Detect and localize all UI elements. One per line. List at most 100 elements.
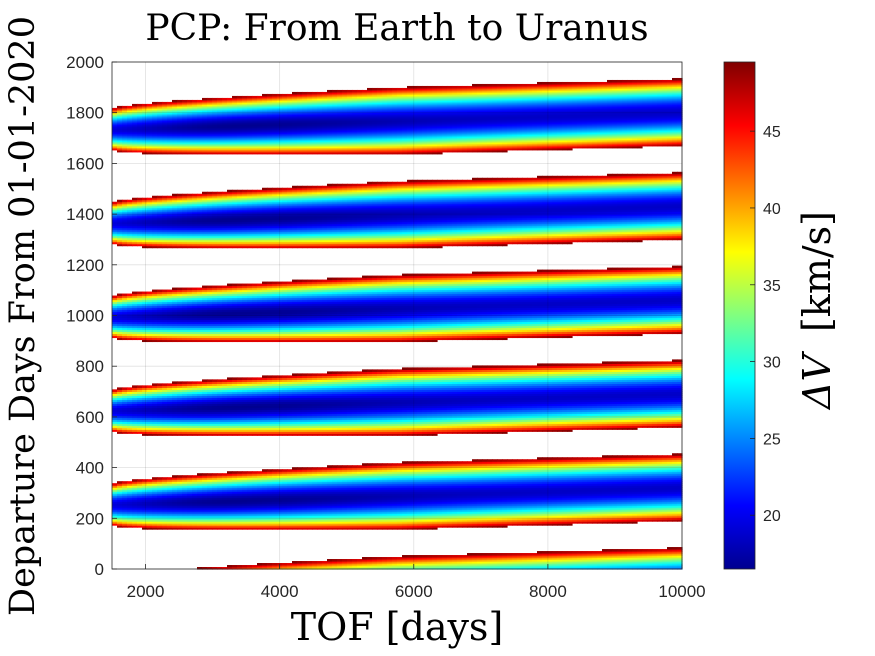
heatmap-cell (172, 288, 178, 291)
heatmap-cell (122, 106, 128, 109)
heatmap-cell (157, 477, 163, 480)
heatmap-cell (197, 288, 203, 291)
heatmap-cell (132, 104, 138, 107)
heatmap-cell (182, 100, 188, 103)
heatmap-cell (147, 385, 153, 388)
heatmap-cell (217, 192, 223, 195)
heatmap-cell (252, 190, 258, 193)
heatmap-cell (167, 102, 173, 105)
heatmap-cell (142, 198, 148, 201)
heatmap-cell (207, 98, 213, 101)
heatmap-cell (177, 381, 183, 384)
heatmap-cell (237, 284, 243, 287)
heatmap-cell (182, 381, 188, 384)
heatmap-cell (247, 565, 253, 568)
heatmap-cell (232, 96, 238, 99)
heatmap-cell (247, 96, 253, 99)
heatmap-cell (212, 473, 218, 476)
heatmap-cell (137, 198, 143, 201)
heatmap-cell (227, 190, 233, 193)
heatmap-cell (287, 282, 293, 285)
heatmap-cell (197, 100, 203, 103)
heatmap-cell (132, 385, 138, 388)
heatmap-cell (267, 563, 273, 566)
heatmap-cell (157, 102, 163, 105)
heatmap-cell (147, 479, 153, 482)
heatmap-cell (192, 100, 198, 103)
heatmap-cell (242, 471, 248, 474)
heatmap-cell (187, 381, 193, 384)
heatmap-cell (142, 385, 148, 388)
heatmap-cell (127, 106, 133, 109)
heatmap-cell (182, 475, 188, 478)
heatmap-cell (127, 481, 133, 484)
heatmap-cell (182, 194, 188, 197)
heatmap-cell (202, 473, 208, 476)
heatmap-cell (217, 286, 223, 289)
heatmap-cell (187, 475, 193, 478)
heatmap-cell (157, 290, 163, 293)
heatmap-cell (112, 108, 118, 111)
heatmap-cell (217, 473, 223, 476)
heatmap-cell (202, 286, 208, 289)
heatmap-cell (177, 194, 183, 197)
heatmap-cell (147, 292, 153, 295)
heatmap-cell (197, 473, 203, 476)
heatmap-cell (207, 379, 213, 382)
heatmap-cell (287, 375, 293, 378)
heatmap-cell (242, 284, 248, 287)
heatmap-cell (232, 284, 238, 287)
heatmap-cell (122, 481, 128, 484)
heatmap-cell (267, 375, 273, 378)
heatmap-cell (182, 288, 188, 291)
heatmap-cell (192, 475, 198, 478)
heatmap-cell (187, 194, 193, 197)
heatmap-cell (162, 383, 168, 386)
heatmap-cell (132, 198, 138, 201)
heatmap-cell (252, 377, 258, 380)
heatmap-cell (162, 477, 168, 480)
heatmap-cell (152, 290, 158, 293)
heatmap-cell (197, 194, 203, 197)
heatmap-cell (137, 385, 143, 388)
heatmap-cell (232, 377, 238, 380)
heatmap-cell (207, 192, 213, 195)
heatmap-cell (262, 94, 268, 97)
heatmap-cell (282, 563, 288, 566)
heatmap-cell (227, 98, 233, 101)
heatmap-cell (137, 479, 143, 482)
heatmap-cell (287, 563, 293, 566)
heatmap-cell (287, 188, 293, 191)
heatmap-cell (282, 469, 288, 472)
heatmap-cell (222, 192, 228, 195)
heatmap-cell (227, 471, 233, 474)
heatmap-cell (292, 561, 298, 564)
heatmap-cell (257, 96, 263, 99)
heatmap-cell (217, 98, 223, 101)
heatmap-cell (202, 98, 208, 101)
heatmap-cell (247, 471, 253, 474)
heatmap-cell (262, 375, 268, 378)
heatmap-cell (262, 563, 268, 566)
heatmap-cell (272, 375, 278, 378)
heatmap-cell (257, 563, 263, 566)
heatmap-cell (137, 104, 143, 107)
heatmap-cell (247, 377, 253, 380)
heatmap-cell (172, 194, 178, 197)
heatmap-cell (202, 192, 208, 195)
heatmap-cell (272, 94, 278, 97)
heatmap-cell (117, 106, 123, 109)
heatmap-cell (237, 96, 243, 99)
heatmap-cell (222, 286, 228, 289)
heatmap-cell (122, 294, 128, 297)
heatmap-cell (232, 190, 238, 193)
heatmap-cell (117, 481, 123, 484)
heatmap-cell (267, 188, 273, 191)
heatmap-cell (147, 198, 153, 201)
heatmap-cell (212, 379, 218, 382)
heatmap-cell (217, 379, 223, 382)
heatmap-cell (192, 288, 198, 291)
heatmap-cell (192, 194, 198, 197)
heatmap-cell (242, 96, 248, 99)
heatmap-cell (177, 100, 183, 103)
